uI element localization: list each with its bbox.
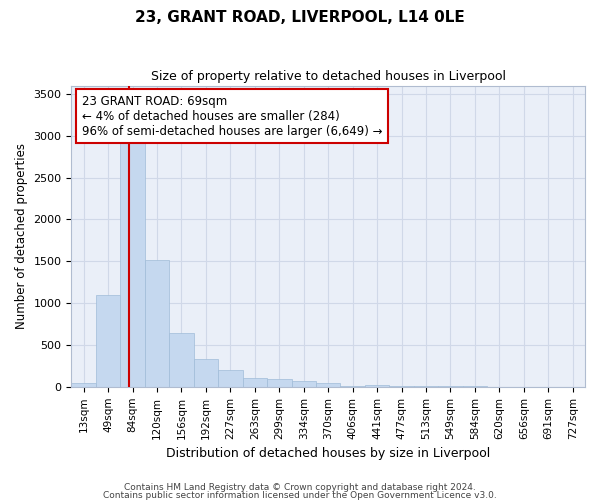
Text: Contains HM Land Registry data © Crown copyright and database right 2024.: Contains HM Land Registry data © Crown c… bbox=[124, 484, 476, 492]
Text: Contains public sector information licensed under the Open Government Licence v3: Contains public sector information licen… bbox=[103, 490, 497, 500]
Bar bbox=[169, 333, 194, 387]
Bar bbox=[71, 382, 96, 387]
Bar bbox=[340, 386, 365, 387]
X-axis label: Distribution of detached houses by size in Liverpool: Distribution of detached houses by size … bbox=[166, 447, 490, 460]
Bar bbox=[267, 380, 292, 387]
Text: 23 GRANT ROAD: 69sqm
← 4% of detached houses are smaller (284)
96% of semi-detac: 23 GRANT ROAD: 69sqm ← 4% of detached ho… bbox=[82, 94, 382, 138]
Y-axis label: Number of detached properties: Number of detached properties bbox=[15, 143, 28, 329]
Bar bbox=[242, 378, 267, 387]
Bar bbox=[316, 382, 340, 387]
Bar bbox=[121, 140, 145, 387]
Bar bbox=[218, 370, 242, 387]
Title: Size of property relative to detached houses in Liverpool: Size of property relative to detached ho… bbox=[151, 70, 506, 83]
Bar bbox=[194, 359, 218, 387]
Bar bbox=[145, 260, 169, 387]
Bar bbox=[365, 384, 389, 387]
Bar bbox=[292, 382, 316, 387]
Bar bbox=[96, 295, 121, 387]
Text: 23, GRANT ROAD, LIVERPOOL, L14 0LE: 23, GRANT ROAD, LIVERPOOL, L14 0LE bbox=[135, 10, 465, 25]
